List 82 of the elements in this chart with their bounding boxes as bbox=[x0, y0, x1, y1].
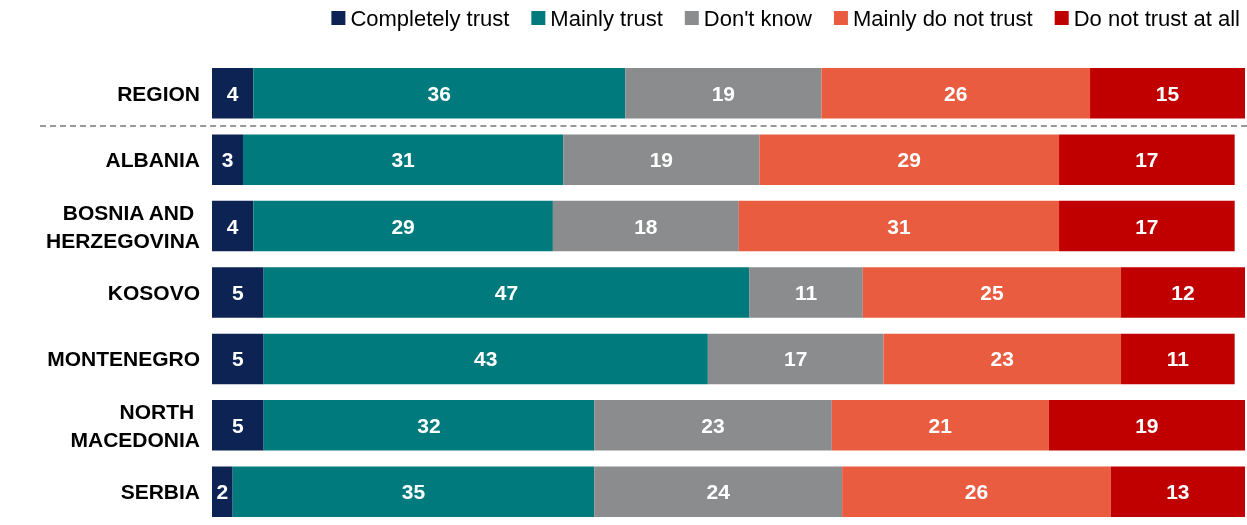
data-label: 4 bbox=[226, 214, 239, 238]
data-label: 25 bbox=[980, 281, 1004, 304]
bar bbox=[831, 400, 1049, 451]
bar bbox=[212, 200, 254, 252]
data-label: 29 bbox=[897, 148, 921, 172]
bar bbox=[842, 466, 1111, 518]
legend-label: Don't know bbox=[703, 5, 813, 31]
bar bbox=[594, 466, 843, 518]
y-tick-label: SERBIA bbox=[120, 480, 200, 504]
data-label: 11 bbox=[794, 281, 818, 304]
data-label: 19 bbox=[1135, 413, 1159, 437]
bar bbox=[1059, 200, 1235, 252]
data-label: 4 bbox=[226, 81, 239, 105]
data-label: 17 bbox=[783, 347, 808, 371]
data-label: 17 bbox=[1135, 214, 1159, 238]
data-label: 21 bbox=[928, 413, 953, 437]
data-label: 23 bbox=[701, 413, 725, 437]
data-label: 18 bbox=[634, 214, 658, 238]
data-label: 15 bbox=[1155, 81, 1180, 105]
data-label: 32 bbox=[417, 413, 441, 437]
data-label: 31 bbox=[887, 214, 911, 238]
y-tick-label: ALBANIA bbox=[105, 148, 200, 172]
bar bbox=[253, 67, 626, 119]
data-label: 47 bbox=[494, 281, 519, 304]
bar bbox=[707, 333, 884, 385]
y-tick-label: MONTENEGRO bbox=[47, 347, 200, 371]
data-label: 19 bbox=[711, 81, 736, 105]
data-label: 5 bbox=[231, 347, 244, 371]
data-label: 43 bbox=[474, 347, 498, 371]
bar bbox=[594, 400, 832, 451]
data-label: 29 bbox=[391, 214, 415, 238]
bar bbox=[1121, 333, 1235, 385]
bar bbox=[821, 67, 1091, 119]
bar bbox=[1121, 267, 1245, 318]
legend-label: Mainly trust bbox=[550, 5, 663, 31]
data-label: 35 bbox=[401, 480, 426, 504]
bar bbox=[242, 134, 564, 185]
bar bbox=[738, 200, 1060, 252]
bar bbox=[563, 134, 760, 185]
bar bbox=[1110, 466, 1245, 518]
bar bbox=[759, 134, 1060, 185]
bar bbox=[552, 200, 739, 252]
bar bbox=[263, 400, 595, 451]
bar bbox=[625, 67, 822, 119]
data-label: 5 bbox=[231, 413, 244, 437]
data-label: 3 bbox=[221, 148, 234, 172]
bar bbox=[1048, 400, 1245, 451]
legend-label: Mainly do not trust bbox=[852, 5, 1033, 31]
data-label: 5 bbox=[231, 281, 244, 304]
y-tick-label: BOSNIA AND HERZEGOVINA bbox=[45, 200, 200, 252]
bar bbox=[212, 267, 264, 318]
bar bbox=[1090, 67, 1245, 119]
data-label: 11 bbox=[1166, 347, 1190, 371]
bar bbox=[232, 466, 595, 518]
data-label: 17 bbox=[1135, 148, 1159, 172]
bar bbox=[749, 267, 863, 318]
bar bbox=[212, 466, 233, 518]
bar bbox=[263, 267, 750, 318]
legend-label: Do not trust at all bbox=[1073, 5, 1241, 31]
bar bbox=[212, 400, 264, 451]
data-label: 2 bbox=[216, 480, 229, 504]
bar bbox=[212, 67, 254, 119]
data-label: 19 bbox=[649, 148, 674, 172]
bar bbox=[263, 333, 708, 385]
legend-label: Completely trust bbox=[350, 5, 510, 31]
data-label: 12 bbox=[1171, 281, 1195, 304]
data-label: 26 bbox=[944, 81, 968, 105]
data-label: 36 bbox=[427, 81, 451, 105]
bar bbox=[212, 134, 243, 185]
y-tick-label: NORTH MACEDONIA bbox=[70, 399, 200, 451]
data-label: 13 bbox=[1166, 480, 1190, 504]
bar bbox=[883, 333, 1122, 385]
y-tick-label: REGION bbox=[117, 81, 200, 105]
data-label: 23 bbox=[990, 347, 1014, 371]
data-label: 31 bbox=[391, 148, 416, 172]
data-label: 24 bbox=[706, 480, 731, 504]
y-tick-label: KOSOVO bbox=[107, 281, 200, 304]
bar bbox=[862, 267, 1122, 318]
bar bbox=[1059, 134, 1235, 185]
bar bbox=[253, 200, 553, 252]
data-label: 26 bbox=[964, 480, 989, 504]
bar bbox=[212, 333, 264, 385]
